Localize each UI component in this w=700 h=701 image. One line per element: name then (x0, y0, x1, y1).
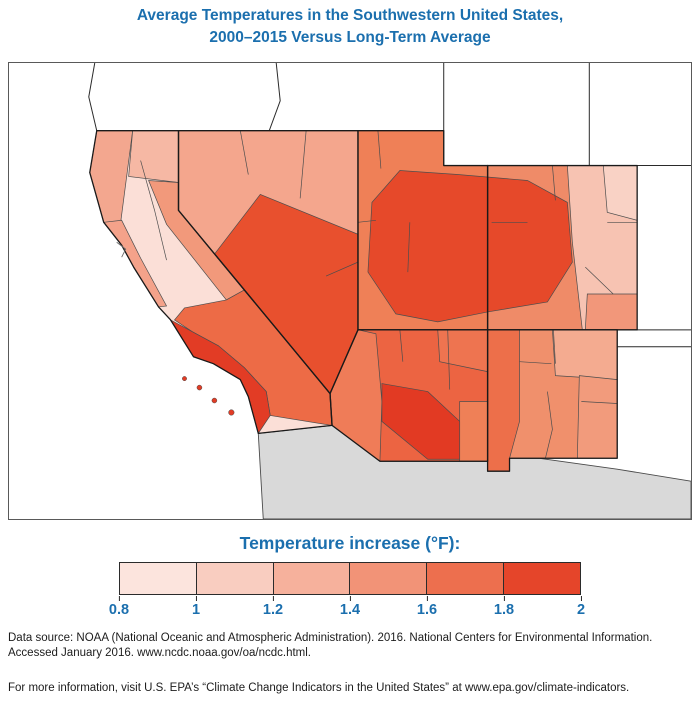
legend-color-bar (119, 562, 581, 595)
more-info-note: For more information, visit U.S. EPA’s “… (8, 681, 696, 696)
more-info-line: For more information, visit U.S. EPA’s “… (8, 682, 630, 694)
region-colorado-northeast (602, 165, 638, 221)
data-source-line-2: Accessed January 2016. www.ncdc.noaa.gov… (8, 647, 312, 659)
region-colorado-southeast (584, 293, 638, 331)
oregon-idaho-border (268, 63, 281, 131)
data-source-line-1: Data source: NOAA (National Oceanic and … (8, 632, 653, 644)
data-source-note: Data source: NOAA (National Oceanic and … (8, 631, 696, 661)
new-mexico-divisions (487, 329, 618, 472)
figure-title: Average Temperatures in the Southwestern… (0, 5, 700, 49)
san-francisco-bay (116, 241, 127, 258)
figure-title-line-1: Average Temperatures in the Southwestern… (136, 7, 564, 24)
region-new-mexico-northeast (552, 329, 618, 380)
region-arizona-south-central (381, 383, 461, 460)
oregon-coastline (88, 63, 98, 131)
legend-color-segment (503, 563, 580, 594)
channel-islands (182, 376, 235, 416)
utah-colorado-divisions (357, 130, 638, 331)
southwest-us-map (88, 63, 691, 519)
legend-color-segment (195, 563, 273, 594)
legend-tick-label: 0.8 (108, 596, 130, 618)
legend-tick-label: 1.6 (416, 596, 438, 618)
legend-color-segment (120, 563, 196, 594)
california-divisions (89, 130, 333, 435)
legend-tick-label: 1.2 (262, 596, 284, 618)
region-california-north-interior (128, 130, 179, 183)
legend-color-segment (349, 563, 427, 594)
map-frame (8, 62, 692, 520)
region-utah-colorado-dark (367, 170, 573, 323)
legend-tick-label: 1.8 (493, 596, 515, 618)
legend-tick-labels: 0.8 1 1.2 1.4 1.6 1.8 2 (109, 595, 585, 618)
legend-color-segment (426, 563, 504, 594)
utah-wyoming-border (443, 130, 691, 167)
legend-tick-label: 1 (191, 596, 201, 618)
climate-division-lines (140, 130, 638, 459)
region-new-mexico-east (576, 375, 618, 459)
legend-title: Temperature increase (°F): (239, 533, 461, 553)
region-arizona-southeast (459, 401, 488, 462)
outline-colorado (486, 164, 638, 331)
legend-tick-label: 2 (576, 596, 586, 618)
legend-tick-label: 1.4 (339, 596, 361, 618)
figure-title-line-2: 2000–2015 Versus Long-Term Average (209, 29, 491, 46)
state-outlines (89, 130, 638, 472)
legend-color-segment (272, 563, 350, 594)
outline-new-mexico (486, 329, 618, 472)
